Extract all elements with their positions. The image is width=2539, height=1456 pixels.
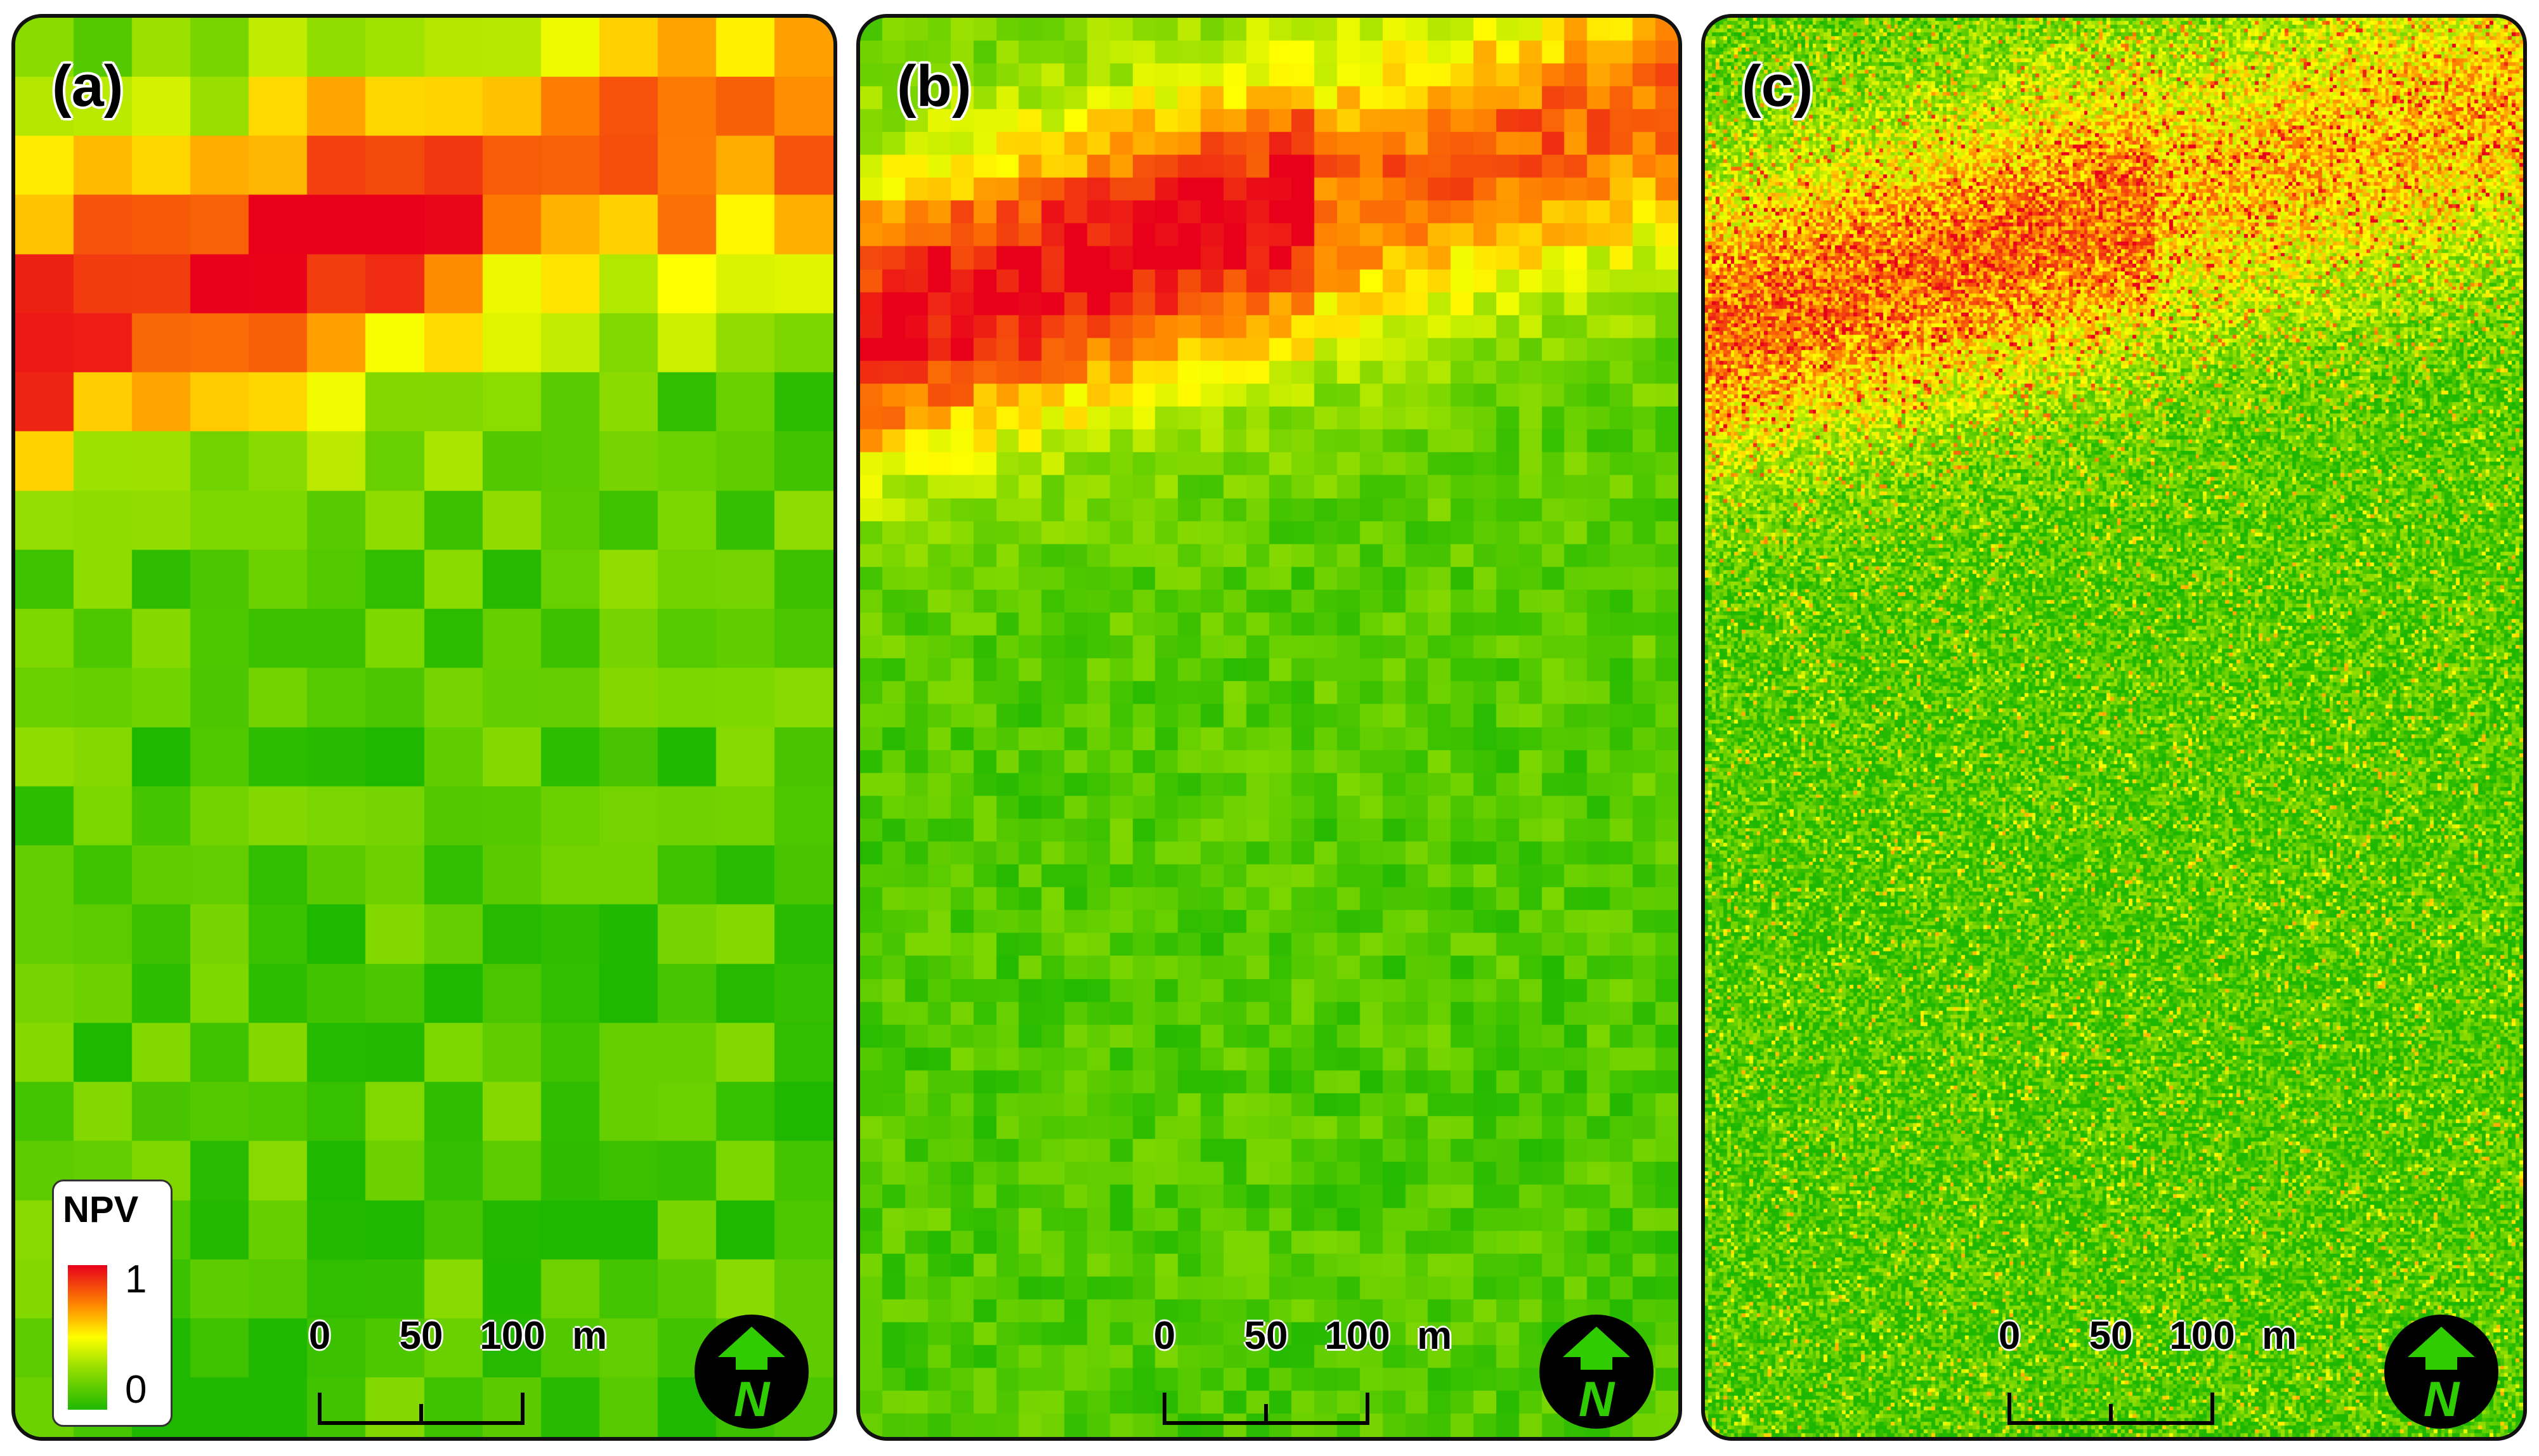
scale-tick-0: 0: [308, 1314, 331, 1358]
npv-raster-b: [860, 18, 1678, 1437]
scale-tick-50: 50: [1244, 1314, 1288, 1358]
scale-bar-line: [2007, 1393, 2214, 1425]
map-panel-c: (c) 0 50 100 m N: [1701, 14, 2527, 1441]
scale-tick-100: 100: [1324, 1314, 1390, 1358]
panel-label-b: (b): [897, 54, 972, 119]
npv-legend: NPV 1 0: [52, 1180, 173, 1427]
panel-label-a: (a): [52, 54, 124, 119]
scale-bar-c: 0 50 100 m: [1968, 1314, 2297, 1437]
scale-tick-0: 0: [1153, 1314, 1176, 1358]
north-letter: N: [1579, 1371, 1615, 1427]
npv-raster-c: [1705, 18, 2523, 1437]
scale-unit: m: [1417, 1314, 1452, 1358]
scale-bar-b: 0 50 100 m: [1123, 1314, 1452, 1437]
north-arrow-icon: N: [2381, 1311, 2502, 1432]
legend-max-label: 1: [125, 1258, 147, 1301]
panel-label-c: (c): [1742, 54, 1813, 119]
scale-tick-50: 50: [399, 1314, 443, 1358]
scale-tick-0: 0: [1998, 1314, 2021, 1358]
scale-tick-100: 100: [480, 1314, 545, 1358]
map-panel-a: (a) NPV 1 0 0 50 100 m N: [11, 14, 837, 1441]
legend-title: NPV: [63, 1189, 139, 1230]
legend-color-ramp: [68, 1265, 107, 1410]
scale-bar-line: [318, 1393, 525, 1425]
scale-tick-50: 50: [2089, 1314, 2133, 1358]
north-arrow-icon: N: [691, 1311, 812, 1432]
scale-unit: m: [572, 1314, 608, 1358]
legend-min-label: 0: [125, 1368, 147, 1412]
scale-unit: m: [2262, 1314, 2297, 1358]
scale-bar-a: 0 50 100 m: [278, 1314, 607, 1437]
scale-tick-100: 100: [2169, 1314, 2235, 1358]
north-letter: N: [2424, 1371, 2460, 1427]
scale-bar-line: [1163, 1393, 1369, 1425]
north-arrow-icon: N: [1536, 1311, 1657, 1432]
map-panel-b: (b) 0 50 100 m N: [856, 14, 1682, 1441]
north-letter: N: [734, 1371, 771, 1427]
